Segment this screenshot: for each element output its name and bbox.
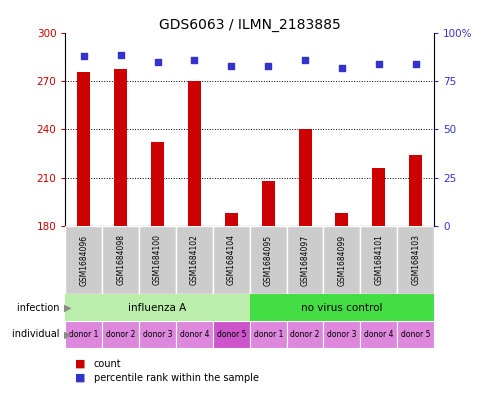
Bar	[298, 129, 311, 226]
Bar	[249, 226, 286, 294]
Point	[227, 63, 235, 69]
Bar	[65, 294, 249, 321]
Title: GDS6063 / ILMN_2183885: GDS6063 / ILMN_2183885	[159, 18, 340, 32]
Text: GSM1684098: GSM1684098	[116, 235, 125, 285]
Text: donor 3: donor 3	[327, 330, 356, 339]
Text: influenza A: influenza A	[128, 303, 186, 313]
Bar	[360, 226, 396, 294]
Text: donor 1: donor 1	[253, 330, 282, 339]
Text: donor 2: donor 2	[290, 330, 319, 339]
Text: donor 5: donor 5	[216, 330, 245, 339]
Point	[374, 61, 382, 67]
Text: GSM1684100: GSM1684100	[153, 235, 162, 285]
Text: percentile rank within the sample: percentile rank within the sample	[93, 373, 258, 383]
Bar	[188, 81, 200, 226]
Text: ■: ■	[75, 358, 86, 369]
Bar	[249, 294, 433, 321]
Point	[153, 59, 161, 65]
Point	[301, 57, 308, 63]
Bar	[323, 321, 360, 348]
Text: GSM1684099: GSM1684099	[337, 234, 346, 286]
Text: ■: ■	[75, 373, 86, 383]
Bar	[212, 226, 249, 294]
Text: ▶: ▶	[63, 329, 71, 340]
Text: GSM1684097: GSM1684097	[300, 234, 309, 286]
Text: GSM1684103: GSM1684103	[410, 235, 419, 285]
Text: count: count	[93, 358, 121, 369]
Bar	[212, 321, 249, 348]
Text: donor 1: donor 1	[69, 330, 98, 339]
Bar	[261, 181, 274, 226]
Text: ▶: ▶	[63, 303, 71, 313]
Point	[411, 61, 419, 67]
Point	[80, 53, 88, 60]
Bar	[139, 321, 176, 348]
Bar	[396, 226, 433, 294]
Bar	[286, 226, 323, 294]
Text: GSM1684104: GSM1684104	[227, 235, 235, 285]
Bar	[249, 321, 286, 348]
Bar	[139, 226, 176, 294]
Bar	[102, 321, 139, 348]
Bar	[335, 213, 348, 226]
Point	[337, 65, 345, 71]
Bar	[102, 226, 139, 294]
Text: GSM1684096: GSM1684096	[79, 234, 88, 286]
Text: donor 2: donor 2	[106, 330, 135, 339]
Bar	[65, 226, 102, 294]
Bar	[176, 321, 212, 348]
Text: GSM1684095: GSM1684095	[263, 234, 272, 286]
Bar	[114, 69, 127, 226]
Bar	[77, 72, 90, 226]
Bar	[65, 321, 102, 348]
Text: donor 3: donor 3	[143, 330, 172, 339]
Text: donor 4: donor 4	[363, 330, 393, 339]
Bar	[360, 321, 396, 348]
Bar	[225, 213, 237, 226]
Point	[117, 51, 124, 58]
Text: GSM1684102: GSM1684102	[190, 235, 198, 285]
Bar	[372, 168, 384, 226]
Point	[190, 57, 198, 63]
Bar	[151, 142, 164, 226]
Bar	[176, 226, 212, 294]
Text: donor 4: donor 4	[180, 330, 209, 339]
Bar	[408, 155, 421, 226]
Bar	[396, 321, 433, 348]
Text: infection: infection	[17, 303, 63, 313]
Bar	[323, 226, 360, 294]
Text: no virus control: no virus control	[301, 303, 382, 313]
Point	[264, 63, 272, 69]
Text: GSM1684101: GSM1684101	[374, 235, 382, 285]
Text: individual: individual	[13, 329, 63, 340]
Text: donor 5: donor 5	[400, 330, 429, 339]
Bar	[286, 321, 323, 348]
